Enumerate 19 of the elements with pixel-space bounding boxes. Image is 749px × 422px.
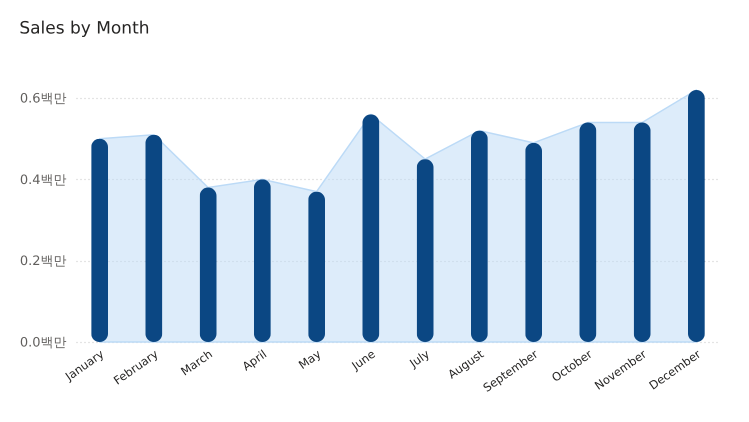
- bar: [362, 114, 380, 342]
- x-tick-label: May: [296, 346, 324, 372]
- bar: [579, 122, 596, 342]
- y-tick-label: 0.0백만: [20, 336, 66, 350]
- bar: [634, 122, 651, 342]
- bar: [525, 142, 542, 342]
- bar: [254, 179, 271, 342]
- bar: [91, 138, 108, 342]
- bar: [308, 192, 326, 342]
- x-tick-label: July: [406, 346, 432, 371]
- bar: [200, 188, 217, 342]
- y-tick-label: 0.4백만: [20, 172, 66, 188]
- bar: [145, 134, 162, 342]
- chart-title: Sales by Month: [19, 18, 150, 38]
- bar: [416, 159, 434, 342]
- bar: [470, 130, 488, 342]
- y-tick-label: 0.6백만: [20, 92, 66, 107]
- y-tick-label: 0.2백만: [20, 254, 66, 270]
- bar: [688, 90, 705, 342]
